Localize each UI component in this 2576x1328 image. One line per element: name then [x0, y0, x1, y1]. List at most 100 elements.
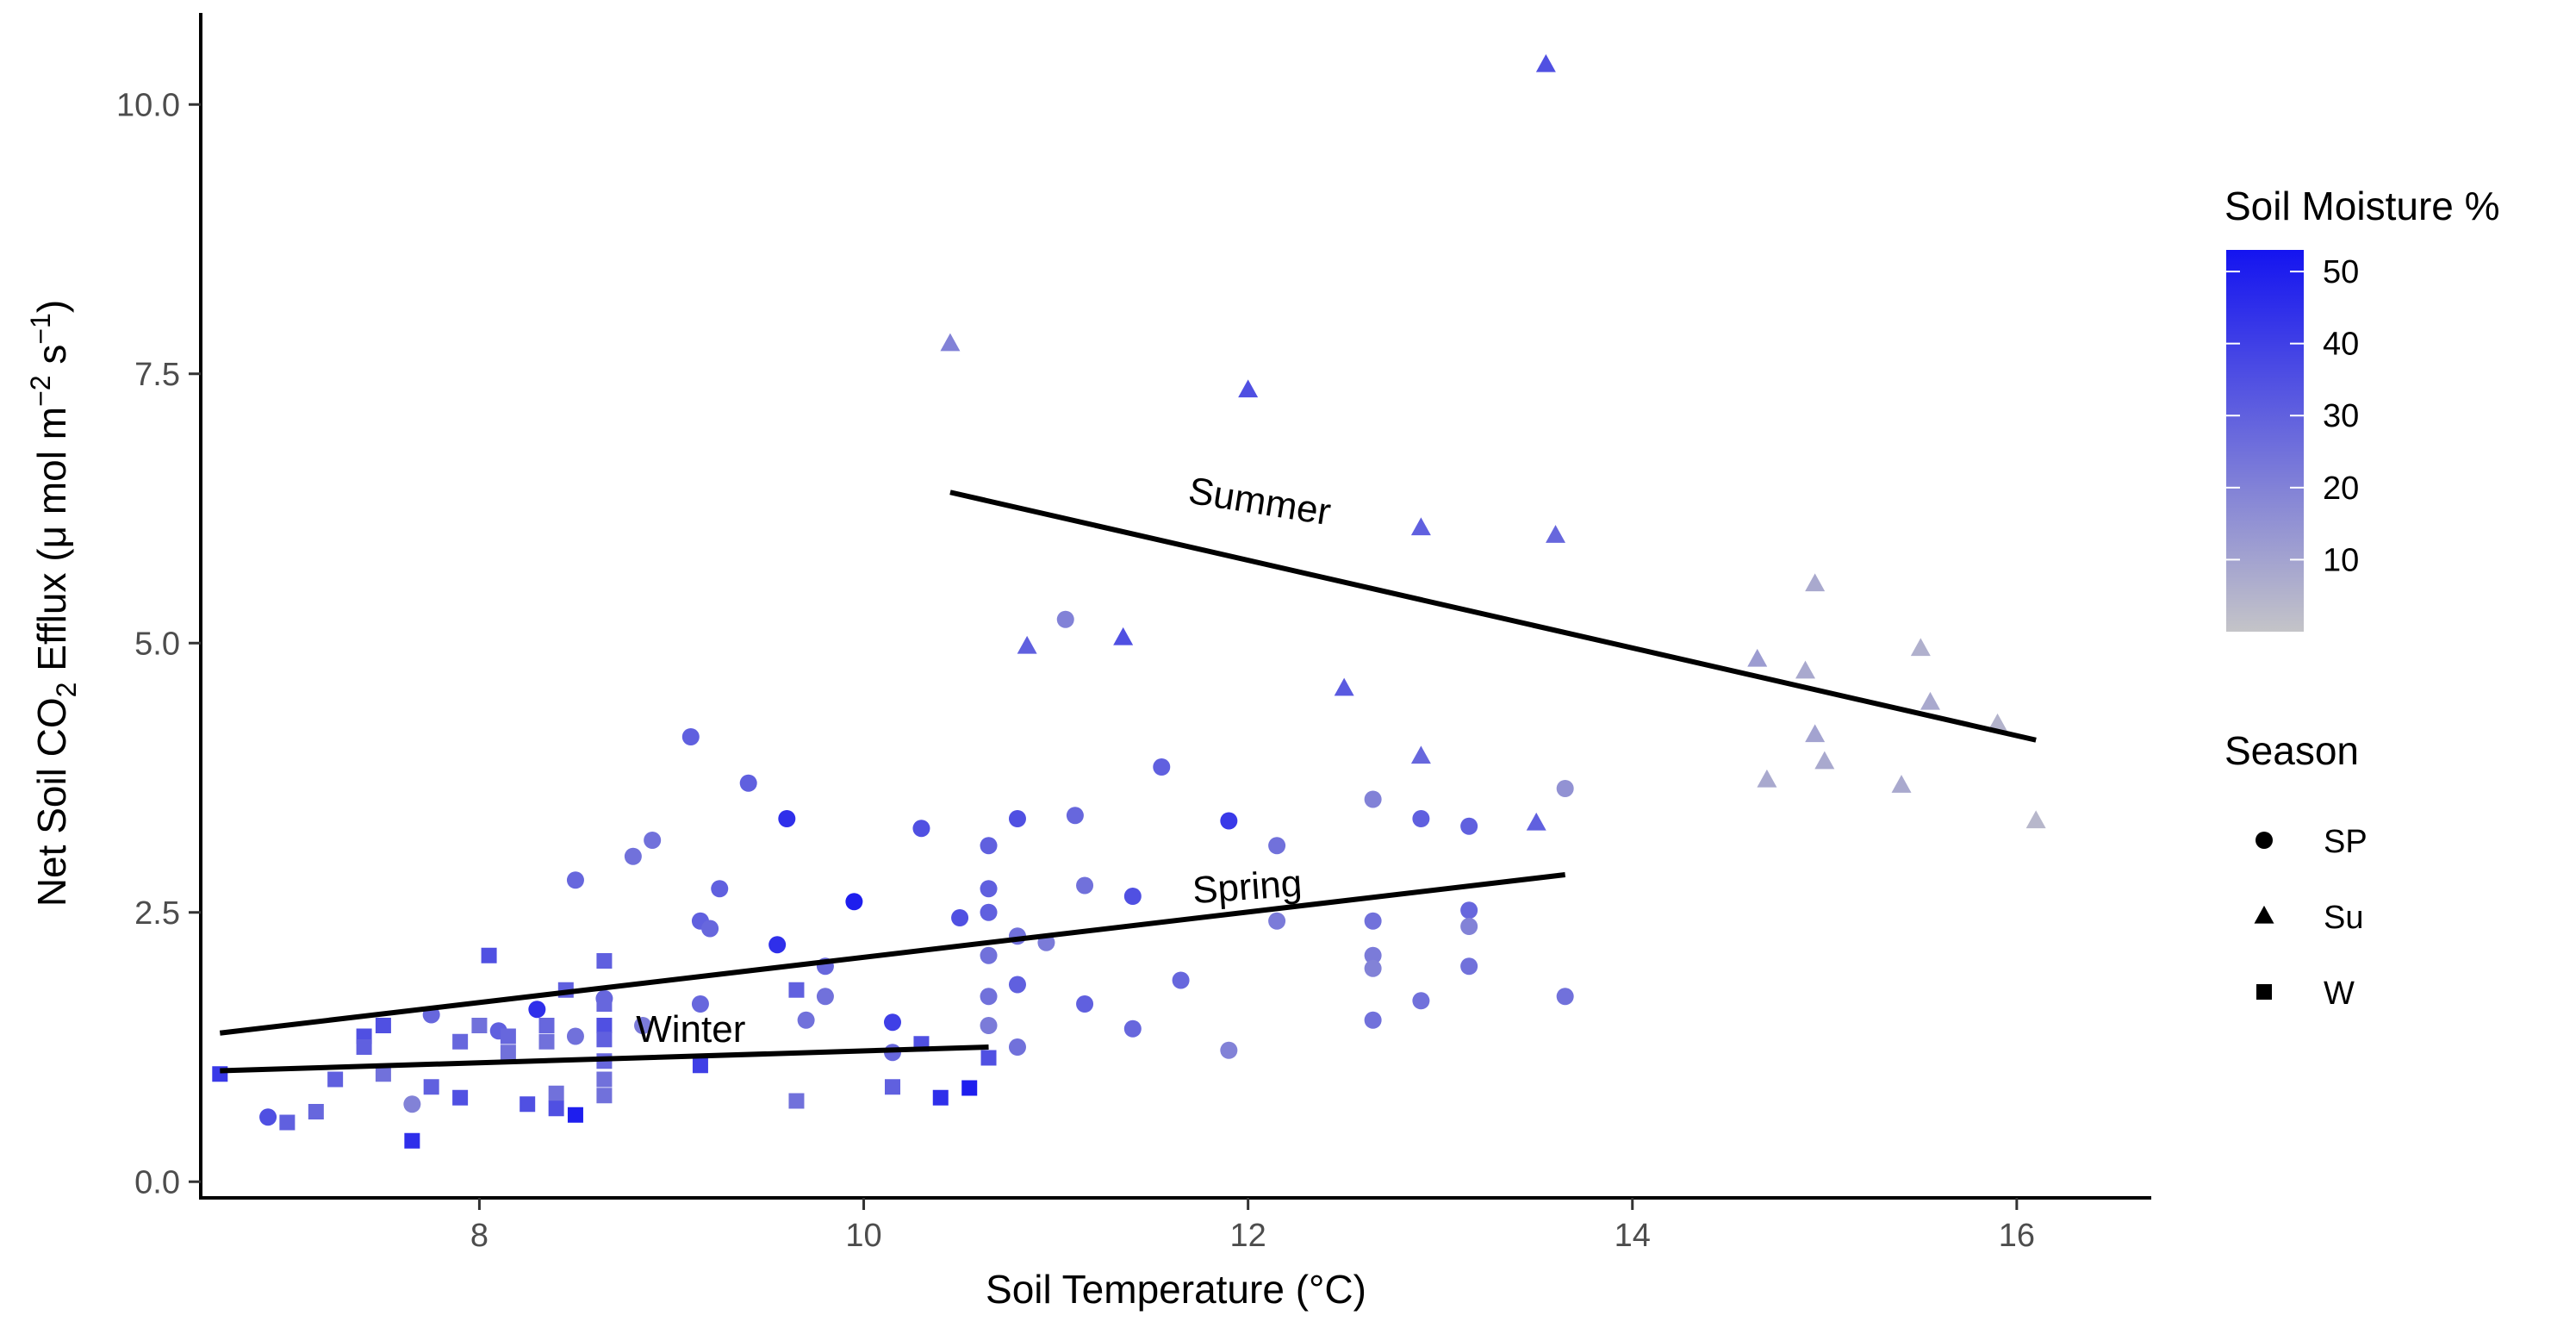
data-point-su	[1805, 573, 1826, 592]
data-point-w	[500, 1028, 516, 1044]
y-tick-label: 7.5	[134, 357, 180, 393]
data-point-w	[596, 953, 613, 969]
data-point-w	[538, 1033, 555, 1050]
line-label-winter: Winter	[636, 1008, 745, 1051]
y-axis-title-s: s	[29, 345, 74, 376]
data-point-sp	[1123, 888, 1142, 905]
data-point-sp	[912, 820, 930, 838]
data-point-su	[1410, 745, 1431, 764]
data-point-su	[1017, 635, 1037, 654]
colorbar-tick-label: 50	[2323, 254, 2359, 290]
data-point-su	[1814, 751, 1835, 770]
y-tick-label: 0.0	[134, 1164, 180, 1200]
y-axis-ticks: 0.0 2.5 5.0 7.5 10.0	[116, 87, 201, 1200]
data-point-sp	[528, 1001, 546, 1019]
data-point-w	[932, 1089, 949, 1106]
season-legend-sp-symbol	[2256, 832, 2273, 849]
colorbar-tick-label: 30	[2323, 398, 2359, 434]
data-point-sp	[980, 837, 998, 855]
x-axis-ticks: 8 10 12 14 16	[470, 1198, 2035, 1254]
soil-moisture-colorbar-ticks: 10 20 30 40 50	[2226, 254, 2359, 578]
data-point-sp	[681, 728, 700, 745]
data-point-sp	[797, 1011, 815, 1029]
y-tick-label: 10.0	[116, 87, 180, 123]
data-point-sp	[1556, 988, 1574, 1006]
regression-line-winter	[220, 1044, 989, 1074]
data-point-sp	[883, 1013, 901, 1032]
data-point-su	[1546, 525, 1566, 543]
data-point-sp	[951, 909, 969, 926]
data-point-sp	[259, 1108, 277, 1126]
data-point-w	[308, 1104, 324, 1119]
data-point-su	[1757, 769, 1777, 788]
season-legend-title: Season	[2224, 728, 2359, 773]
y-tick-label: 5.0	[134, 626, 180, 662]
season-legend-su-symbol	[2254, 905, 2274, 924]
x-tick-label: 10	[845, 1218, 881, 1254]
data-point-w	[567, 1107, 583, 1123]
data-point-sp	[768, 936, 787, 954]
data-point-sp	[980, 880, 998, 898]
regression-lines	[219, 489, 2037, 1074]
data-point-sp	[1364, 790, 1382, 808]
data-point-w	[404, 1132, 420, 1149]
y-axis-title-prefix: Net Soil CO	[29, 697, 74, 907]
data-point-su	[1747, 648, 1768, 667]
data-point-w	[596, 996, 613, 1012]
data-point-w	[692, 1057, 708, 1074]
data-point-su	[1410, 517, 1431, 536]
data-point-su	[1910, 638, 1931, 657]
data-point-w	[596, 1071, 613, 1088]
data-point-w	[279, 1114, 296, 1131]
data-point-sp	[1066, 807, 1084, 825]
data-point-w	[788, 1093, 805, 1109]
y-axis-title-middle: Efflux (μ mol m	[29, 407, 74, 683]
colorbar-tick-label: 20	[2323, 471, 2359, 507]
season-legend-entries: SP Su W	[2254, 824, 2368, 1012]
data-point-sp	[1008, 976, 1026, 994]
data-point-sp	[1008, 1038, 1026, 1056]
soil-moisture-legend-title: Soil Moisture %	[2224, 184, 2500, 228]
y-axis-title-suffix: )	[29, 300, 74, 313]
x-axis-title: Soil Temperature (°C)	[986, 1267, 1366, 1312]
data-point-sp	[980, 988, 998, 1006]
data-point-w	[980, 1050, 997, 1066]
data-point-sp	[1460, 817, 1478, 835]
data-point-w	[375, 1066, 391, 1082]
soil-moisture-colorbar	[2226, 250, 2304, 632]
data-point-w	[356, 1039, 372, 1055]
season-legend-w-label: W	[2324, 976, 2355, 1012]
data-point-sp	[1364, 912, 1382, 930]
season-legend-su-label: Su	[2324, 900, 2363, 936]
data-point-su	[1526, 812, 1546, 831]
data-point-sp	[1364, 1011, 1382, 1029]
data-point-sp	[711, 880, 729, 898]
data-point-sp	[691, 995, 709, 1013]
data-point-sp	[1460, 901, 1478, 920]
data-point-w	[548, 1100, 564, 1117]
data-point-sp	[1268, 912, 1286, 930]
data-point-su	[2025, 810, 2046, 829]
data-point-sp	[1268, 837, 1286, 855]
data-point-sp	[566, 1027, 584, 1045]
x-tick-label: 12	[1230, 1218, 1266, 1254]
data-point-w	[538, 1018, 555, 1033]
data-point-sp	[1172, 971, 1190, 989]
data-point-su	[1334, 677, 1354, 696]
data-point-sp	[1364, 946, 1382, 964]
data-point-sp	[1412, 992, 1430, 1010]
regression-line-summer	[949, 489, 2037, 743]
data-point-sp	[1220, 812, 1238, 830]
data-point-w	[596, 1018, 613, 1033]
data-point-sp	[980, 903, 998, 921]
data-point-w	[471, 1018, 488, 1033]
data-point-w	[596, 1032, 613, 1048]
soil-moisture-legend: Soil Moisture % 10 20 30 40 50	[2224, 184, 2500, 632]
data-point-w	[500, 1044, 516, 1061]
data-point-sp	[1460, 957, 1478, 976]
data-point-sp	[701, 920, 719, 938]
data-point-sp	[403, 1095, 421, 1113]
data-point-w	[520, 1096, 536, 1113]
data-point-sp	[1076, 876, 1094, 895]
